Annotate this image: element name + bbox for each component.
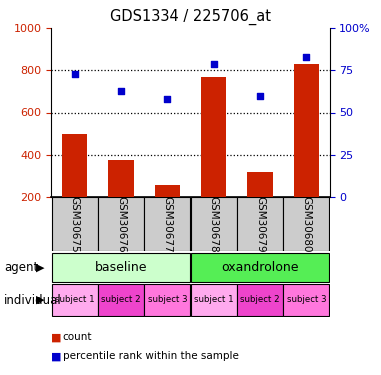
Bar bbox=[98, 197, 144, 251]
Bar bbox=[247, 172, 273, 197]
Bar bbox=[98, 285, 144, 315]
Text: GSM30675: GSM30675 bbox=[70, 196, 80, 252]
Bar bbox=[51, 252, 190, 282]
Bar bbox=[51, 197, 98, 251]
Point bbox=[118, 88, 124, 94]
Bar bbox=[144, 285, 190, 315]
Text: subject 2: subject 2 bbox=[240, 296, 280, 304]
Bar bbox=[51, 285, 98, 315]
Point bbox=[211, 60, 217, 67]
Bar bbox=[144, 197, 190, 251]
Text: ■: ■ bbox=[51, 351, 62, 361]
Point bbox=[164, 96, 170, 102]
Point bbox=[303, 54, 309, 60]
Bar bbox=[108, 160, 134, 197]
Bar bbox=[62, 134, 87, 197]
Point bbox=[72, 70, 78, 77]
Text: oxandrolone: oxandrolone bbox=[221, 261, 299, 274]
Bar bbox=[190, 197, 237, 251]
Text: GSM30680: GSM30680 bbox=[301, 196, 311, 252]
Text: ■: ■ bbox=[51, 333, 62, 342]
Text: GSM30679: GSM30679 bbox=[255, 196, 265, 252]
Text: subject 2: subject 2 bbox=[101, 296, 141, 304]
Point bbox=[257, 93, 263, 99]
Bar bbox=[283, 285, 330, 315]
Text: GSM30677: GSM30677 bbox=[162, 196, 172, 252]
Bar bbox=[237, 197, 283, 251]
Bar bbox=[201, 76, 226, 197]
Bar bbox=[283, 197, 330, 251]
Text: subject 1: subject 1 bbox=[194, 296, 234, 304]
Bar bbox=[155, 185, 180, 197]
Text: count: count bbox=[63, 333, 92, 342]
Text: GSM30678: GSM30678 bbox=[209, 196, 219, 252]
Text: GSM30676: GSM30676 bbox=[116, 196, 126, 252]
Text: subject 3: subject 3 bbox=[287, 296, 326, 304]
Text: ▶: ▶ bbox=[36, 262, 45, 272]
Bar bbox=[237, 285, 283, 315]
Bar bbox=[190, 252, 330, 282]
Text: subject 3: subject 3 bbox=[147, 296, 187, 304]
Text: agent: agent bbox=[4, 261, 38, 274]
Text: individual: individual bbox=[4, 294, 62, 306]
Text: subject 1: subject 1 bbox=[55, 296, 94, 304]
Bar bbox=[190, 285, 237, 315]
Title: GDS1334 / 225706_at: GDS1334 / 225706_at bbox=[110, 9, 271, 26]
Text: baseline: baseline bbox=[95, 261, 147, 274]
Text: ▶: ▶ bbox=[36, 295, 45, 305]
Text: percentile rank within the sample: percentile rank within the sample bbox=[63, 351, 239, 361]
Bar bbox=[294, 64, 319, 197]
